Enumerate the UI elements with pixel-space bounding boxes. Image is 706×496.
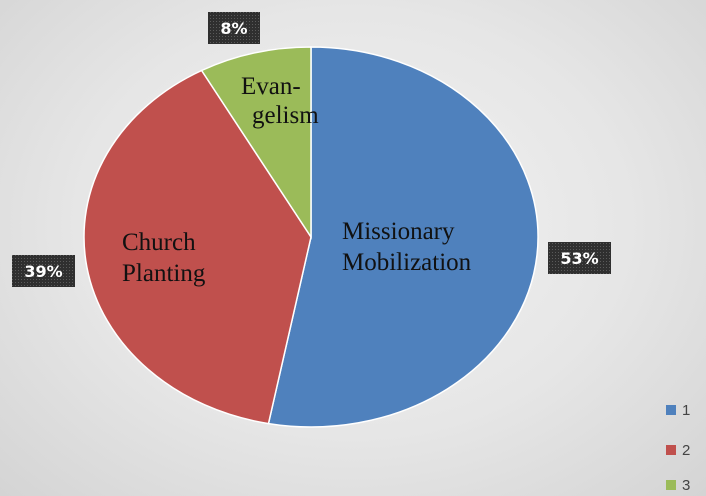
slice-label-line: Church: [122, 229, 196, 256]
slice-label-evangelism: Evan- gelism: [241, 73, 319, 129]
legend-label: 3: [682, 477, 690, 494]
pie-slice-3: [200, 46, 312, 240]
slice-label-line: Evan-: [241, 73, 301, 100]
legend: 1 2 3: [666, 402, 690, 494]
legend-item-2: 2: [666, 442, 690, 459]
data-label-53: 53%: [548, 242, 611, 274]
data-label-text: 39%: [24, 262, 62, 281]
data-label-text: 8%: [220, 19, 247, 38]
slice-label-church-planting: Church Planting: [122, 229, 206, 287]
pie-slice-2: [83, 69, 312, 425]
slice-label-line: Planting: [122, 260, 206, 287]
legend-swatch: [666, 445, 676, 455]
slice-label-missionary-mobilization: Missionary Mobilization: [342, 218, 472, 276]
legend-item-1: 1: [666, 402, 690, 419]
legend-label: 1: [682, 402, 690, 419]
pie-slice-1: [267, 46, 539, 428]
data-label-8: 8%: [208, 12, 260, 44]
legend-swatch: [666, 405, 676, 415]
legend-item-3: 3: [666, 477, 690, 494]
slice-label-line: Missionary: [342, 218, 455, 245]
slice-label-line: gelism: [252, 102, 319, 129]
legend-label: 2: [682, 442, 690, 459]
slice-label-line: Mobilization: [342, 249, 472, 276]
data-label-text: 53%: [560, 249, 598, 268]
legend-swatch: [666, 480, 676, 490]
data-label-39: 39%: [12, 255, 75, 287]
